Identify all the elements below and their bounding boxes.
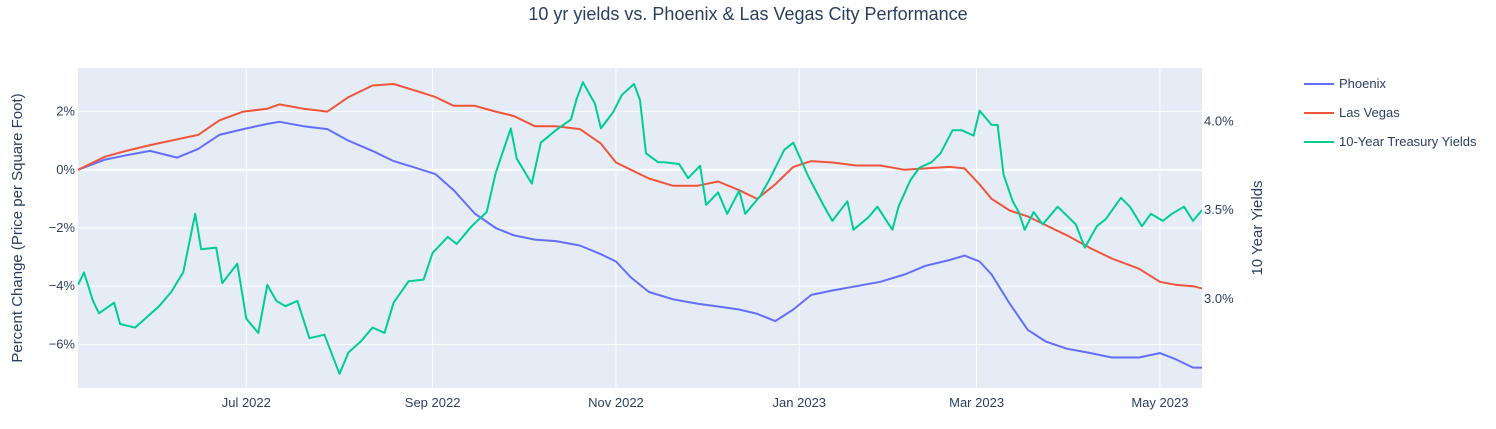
y2-tick-labels: 4.0% 3.5% 3.0% — [1204, 113, 1234, 306]
x-tick-label: Mar 2023 — [949, 395, 1004, 410]
y2-axis-title: 10 Year Yields — [1249, 180, 1266, 275]
series-layer — [78, 81, 1202, 375]
y-tick-labels: 2% 0% −2% −4% −6% — [49, 104, 76, 352]
chart-title: 10 yr yields vs. Phoenix & Las Vegas Cit… — [528, 4, 967, 24]
x-tick-label: Jan 2023 — [773, 395, 827, 410]
legend-item[interactable]: Las Vegas — [1304, 105, 1400, 120]
series-line-las-vegas — [78, 83, 1202, 290]
y2-tick-label: 3.0% — [1204, 291, 1234, 306]
legend-item[interactable]: Phoenix — [1304, 76, 1386, 91]
x-tick-label: May 2023 — [1131, 395, 1188, 410]
y-tick-label: 0% — [56, 162, 75, 177]
y-gridlines — [78, 111, 1202, 345]
x-tick-label: Nov 2022 — [588, 395, 644, 410]
y2-tick-label: 3.5% — [1204, 202, 1234, 217]
x-tick-labels: Jul 2022 Sep 2022 Nov 2022 Jan 2023 Mar 2023… — [222, 395, 1189, 410]
y2-tick-label: 4.0% — [1204, 113, 1234, 128]
x-tick-label: Sep 2022 — [405, 395, 461, 410]
x-tick-label: Jul 2022 — [222, 395, 271, 410]
legend-item[interactable]: 10-Year Treasury Yields — [1304, 134, 1477, 149]
legend: Phoenix Las Vegas 10-Year Treasury Yields — [1304, 76, 1477, 149]
y-axis-title: Percent Change (Price per Square Foot) — [9, 93, 26, 362]
legend-label: 10-Year Treasury Yields — [1339, 134, 1477, 149]
series-line-phoenix — [78, 120, 1202, 369]
legend-label: Phoenix — [1339, 76, 1386, 91]
series-line-10-year-treasury-yields — [78, 81, 1202, 375]
legend-label: Las Vegas — [1339, 105, 1400, 120]
y-tick-label: 2% — [56, 104, 75, 119]
series-group — [78, 81, 1202, 375]
y-tick-label: −6% — [49, 336, 76, 351]
y-tick-label: −2% — [49, 220, 76, 235]
y-tick-label: −4% — [49, 278, 76, 293]
